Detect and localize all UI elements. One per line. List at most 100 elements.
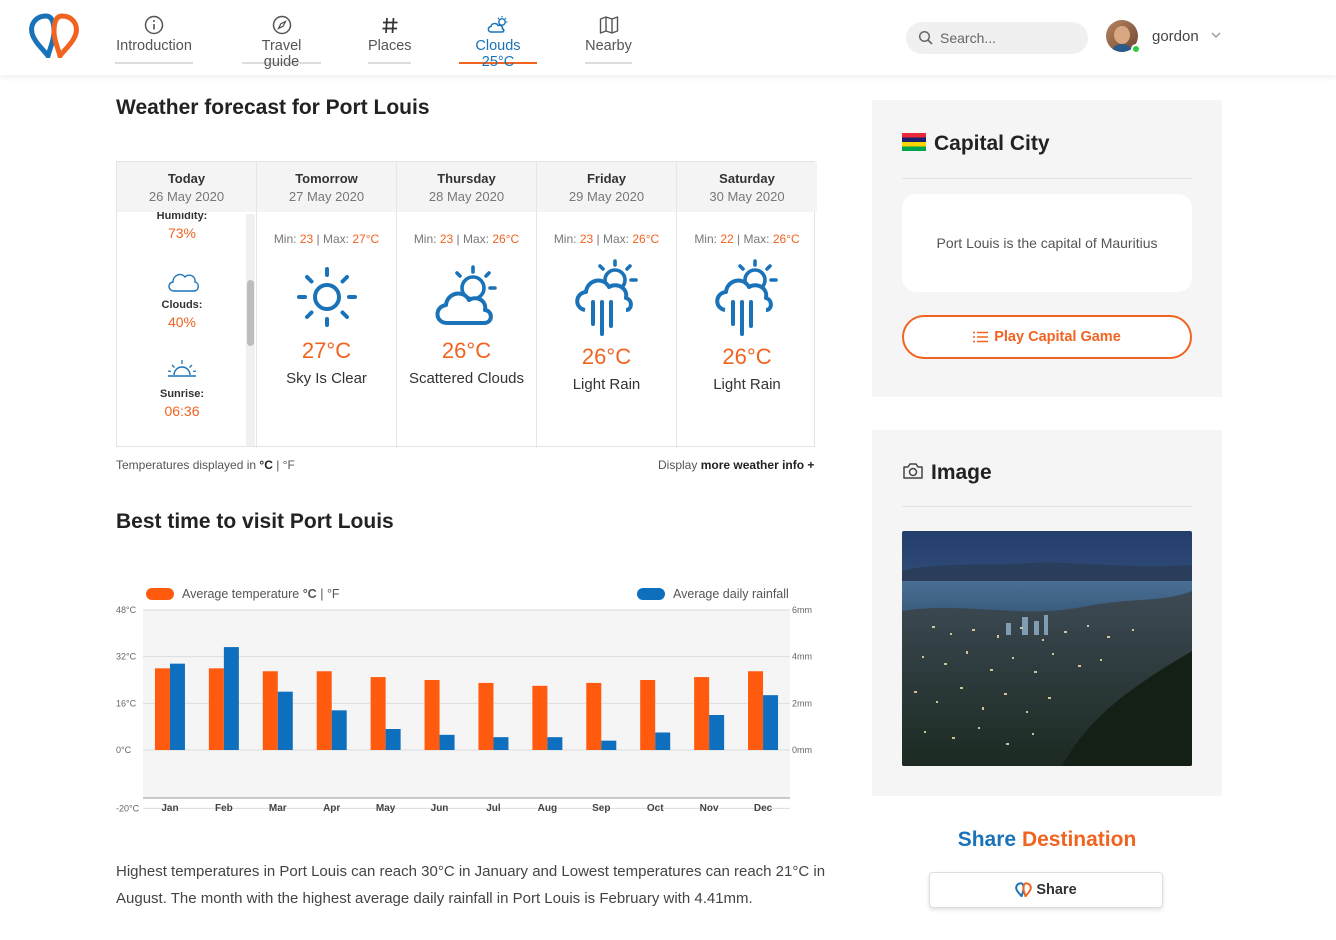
bar-rainfall-dec (763, 695, 779, 750)
left-axis-tick-label: 16°C (116, 698, 137, 708)
bar-rainfall-nov (709, 715, 725, 750)
city-night-photo (902, 531, 1192, 766)
day-header: Tomorrow 27 May 2020 (257, 162, 396, 212)
legend-label-rainfall: Average daily rainfall (673, 587, 789, 601)
unit-celsius[interactable]: °C (259, 458, 273, 472)
humidity-label: Humidity: (156, 212, 208, 222)
day-name: Today (167, 171, 206, 186)
legend-unit-f[interactable]: °F (326, 587, 340, 601)
bar-rainfall-mar (277, 691, 293, 750)
day-temperature: 26°C (722, 344, 772, 369)
share-button-label: Share (1036, 882, 1077, 898)
chevron-down-icon[interactable] (1210, 30, 1222, 40)
nav-nearby[interactable]: Nearby (585, 14, 632, 64)
day-name: Tomorrow (295, 171, 358, 186)
forecast-day-tomorrow: Tomorrow 27 May 2020 Min: 23 | Max: 27°C… (257, 162, 397, 448)
bar-temperature-jul (478, 682, 494, 750)
right-axis-tick-label: 0mm (792, 745, 812, 755)
right-axis-tick-label: 4mm (792, 652, 812, 662)
bar-rainfall-aug (547, 737, 563, 750)
capital-city-panel: Capital City Port Louis is the capital o… (872, 100, 1222, 397)
capital-city-title: Capital City (934, 132, 1050, 155)
legend-rainfall[interactable]: Average daily rainfall (637, 587, 789, 601)
share-logo-icon (1015, 882, 1033, 899)
right-axis-tick-label: 6mm (792, 605, 812, 615)
image-panel: Image (872, 430, 1222, 796)
unit-fahrenheit[interactable]: °F (282, 458, 295, 472)
more-weather-info-link[interactable]: Display more weather info + (658, 458, 815, 472)
port-louis-city-photo[interactable] (902, 531, 1192, 766)
day-date: 28 May 2020 (428, 189, 505, 204)
legend-unit-c[interactable]: °C (302, 587, 317, 601)
cloud-sun-icon (435, 265, 497, 325)
rain-icon (574, 259, 638, 336)
forecast-day-saturday: Saturday 30 May 2020 Min: 22 | Max: 26°C… (677, 162, 817, 448)
bar-rainfall-feb (223, 647, 239, 750)
nav-label: Places (368, 38, 412, 54)
sun-icon (296, 267, 357, 327)
search-box (906, 22, 1088, 54)
search-input[interactable] (940, 22, 1080, 54)
left-axis-tick-label: -20°C (116, 803, 140, 813)
x-axis-label-mar: Mar (269, 803, 287, 814)
chart-plot-area (143, 610, 790, 798)
cloud-icon (168, 273, 199, 292)
nav-weather-clouds[interactable]: Clouds 25°C (459, 14, 537, 70)
x-axis-label-nov: Nov (700, 803, 719, 814)
day-temperature: 27°C (301, 338, 352, 363)
forecast-title: Weather forecast for Port Louis (116, 96, 430, 119)
nav-introduction[interactable]: Introduction (115, 14, 193, 64)
left-axis-tick-label: 48°C (116, 605, 137, 615)
scrollbar-thumb[interactable] (247, 280, 254, 346)
camera-icon (903, 463, 923, 479)
day-header: Friday 29 May 2020 (537, 162, 676, 212)
humidity-item: Humidity: 73% (117, 212, 247, 241)
bar-temperature-nov (694, 677, 710, 750)
day-date: 29 May 2020 (568, 189, 645, 204)
day-header: Today 26 May 2020 (117, 162, 256, 212)
info-circle-icon (144, 15, 164, 35)
x-axis-label-apr: Apr (323, 803, 340, 814)
capital-fact-card: Port Louis is the capital of Mauritius (902, 194, 1192, 292)
top-navigation-bar: Introduction Travel guide Places Clouds … (0, 0, 1336, 75)
clouds-item: Clouds: 40% (117, 299, 247, 330)
sunrise-value: 06:36 (164, 403, 200, 419)
play-capital-game-label: Play Capital Game (994, 329, 1121, 345)
day-temperature: 26°C (581, 344, 632, 369)
right-axis-tick-label: 2mm (792, 698, 812, 708)
forecast-day-thursday: Thursday 28 May 2020 Min: 23 | Max: 26°C… (397, 162, 537, 448)
x-axis-label-jan: Jan (161, 803, 178, 814)
min-max: Min: 23 | Max: 27°C (273, 232, 380, 246)
site-logo[interactable] (28, 12, 80, 58)
compass-icon (272, 15, 291, 35)
day-description: Scattered Clouds (408, 370, 525, 387)
left-axis-tick-label: 0°C (116, 745, 132, 755)
bar-rainfall-oct (655, 732, 671, 750)
bar-temperature-dec (748, 671, 764, 750)
bar-temperature-sep (586, 682, 602, 750)
sunrise-item: Sunrise: 06:36 (117, 388, 247, 419)
best-time-title: Best time to visit Port Louis (116, 510, 394, 533)
legend-swatch-rainfall (637, 588, 665, 600)
share-button[interactable]: Share (929, 872, 1163, 908)
play-capital-game-button[interactable]: Play Capital Game (902, 315, 1192, 359)
list-icon (973, 331, 989, 343)
bar-temperature-mar (262, 671, 278, 750)
cloud-sun-icon (487, 16, 508, 33)
nav-places[interactable]: Places (368, 14, 412, 64)
day-header: Thursday 28 May 2020 (397, 162, 536, 212)
x-axis-label-aug: Aug (538, 803, 557, 814)
nav-travel-guide[interactable]: Travel guide (242, 14, 321, 70)
legend-label-temperature: Average temperature (182, 587, 300, 601)
bar-temperature-jan (154, 668, 170, 750)
legend-temperature[interactable]: Average temperature °C | °F (146, 587, 340, 601)
today-scrollbar[interactable] (246, 214, 255, 446)
min-max: Min: 22 | Max: 26°C (694, 232, 800, 246)
day-description: Sky Is Clear (286, 370, 367, 387)
username[interactable]: gordon (1152, 28, 1199, 45)
share-destination-heading: Share Destination (957, 828, 1137, 851)
day-name: Friday (586, 171, 626, 186)
bar-temperature-feb (208, 668, 224, 750)
today-details[interactable]: Humidity: 73% Clouds: 40% Sunrise: 06:36 (117, 212, 256, 446)
bar-temperature-apr (316, 671, 332, 750)
